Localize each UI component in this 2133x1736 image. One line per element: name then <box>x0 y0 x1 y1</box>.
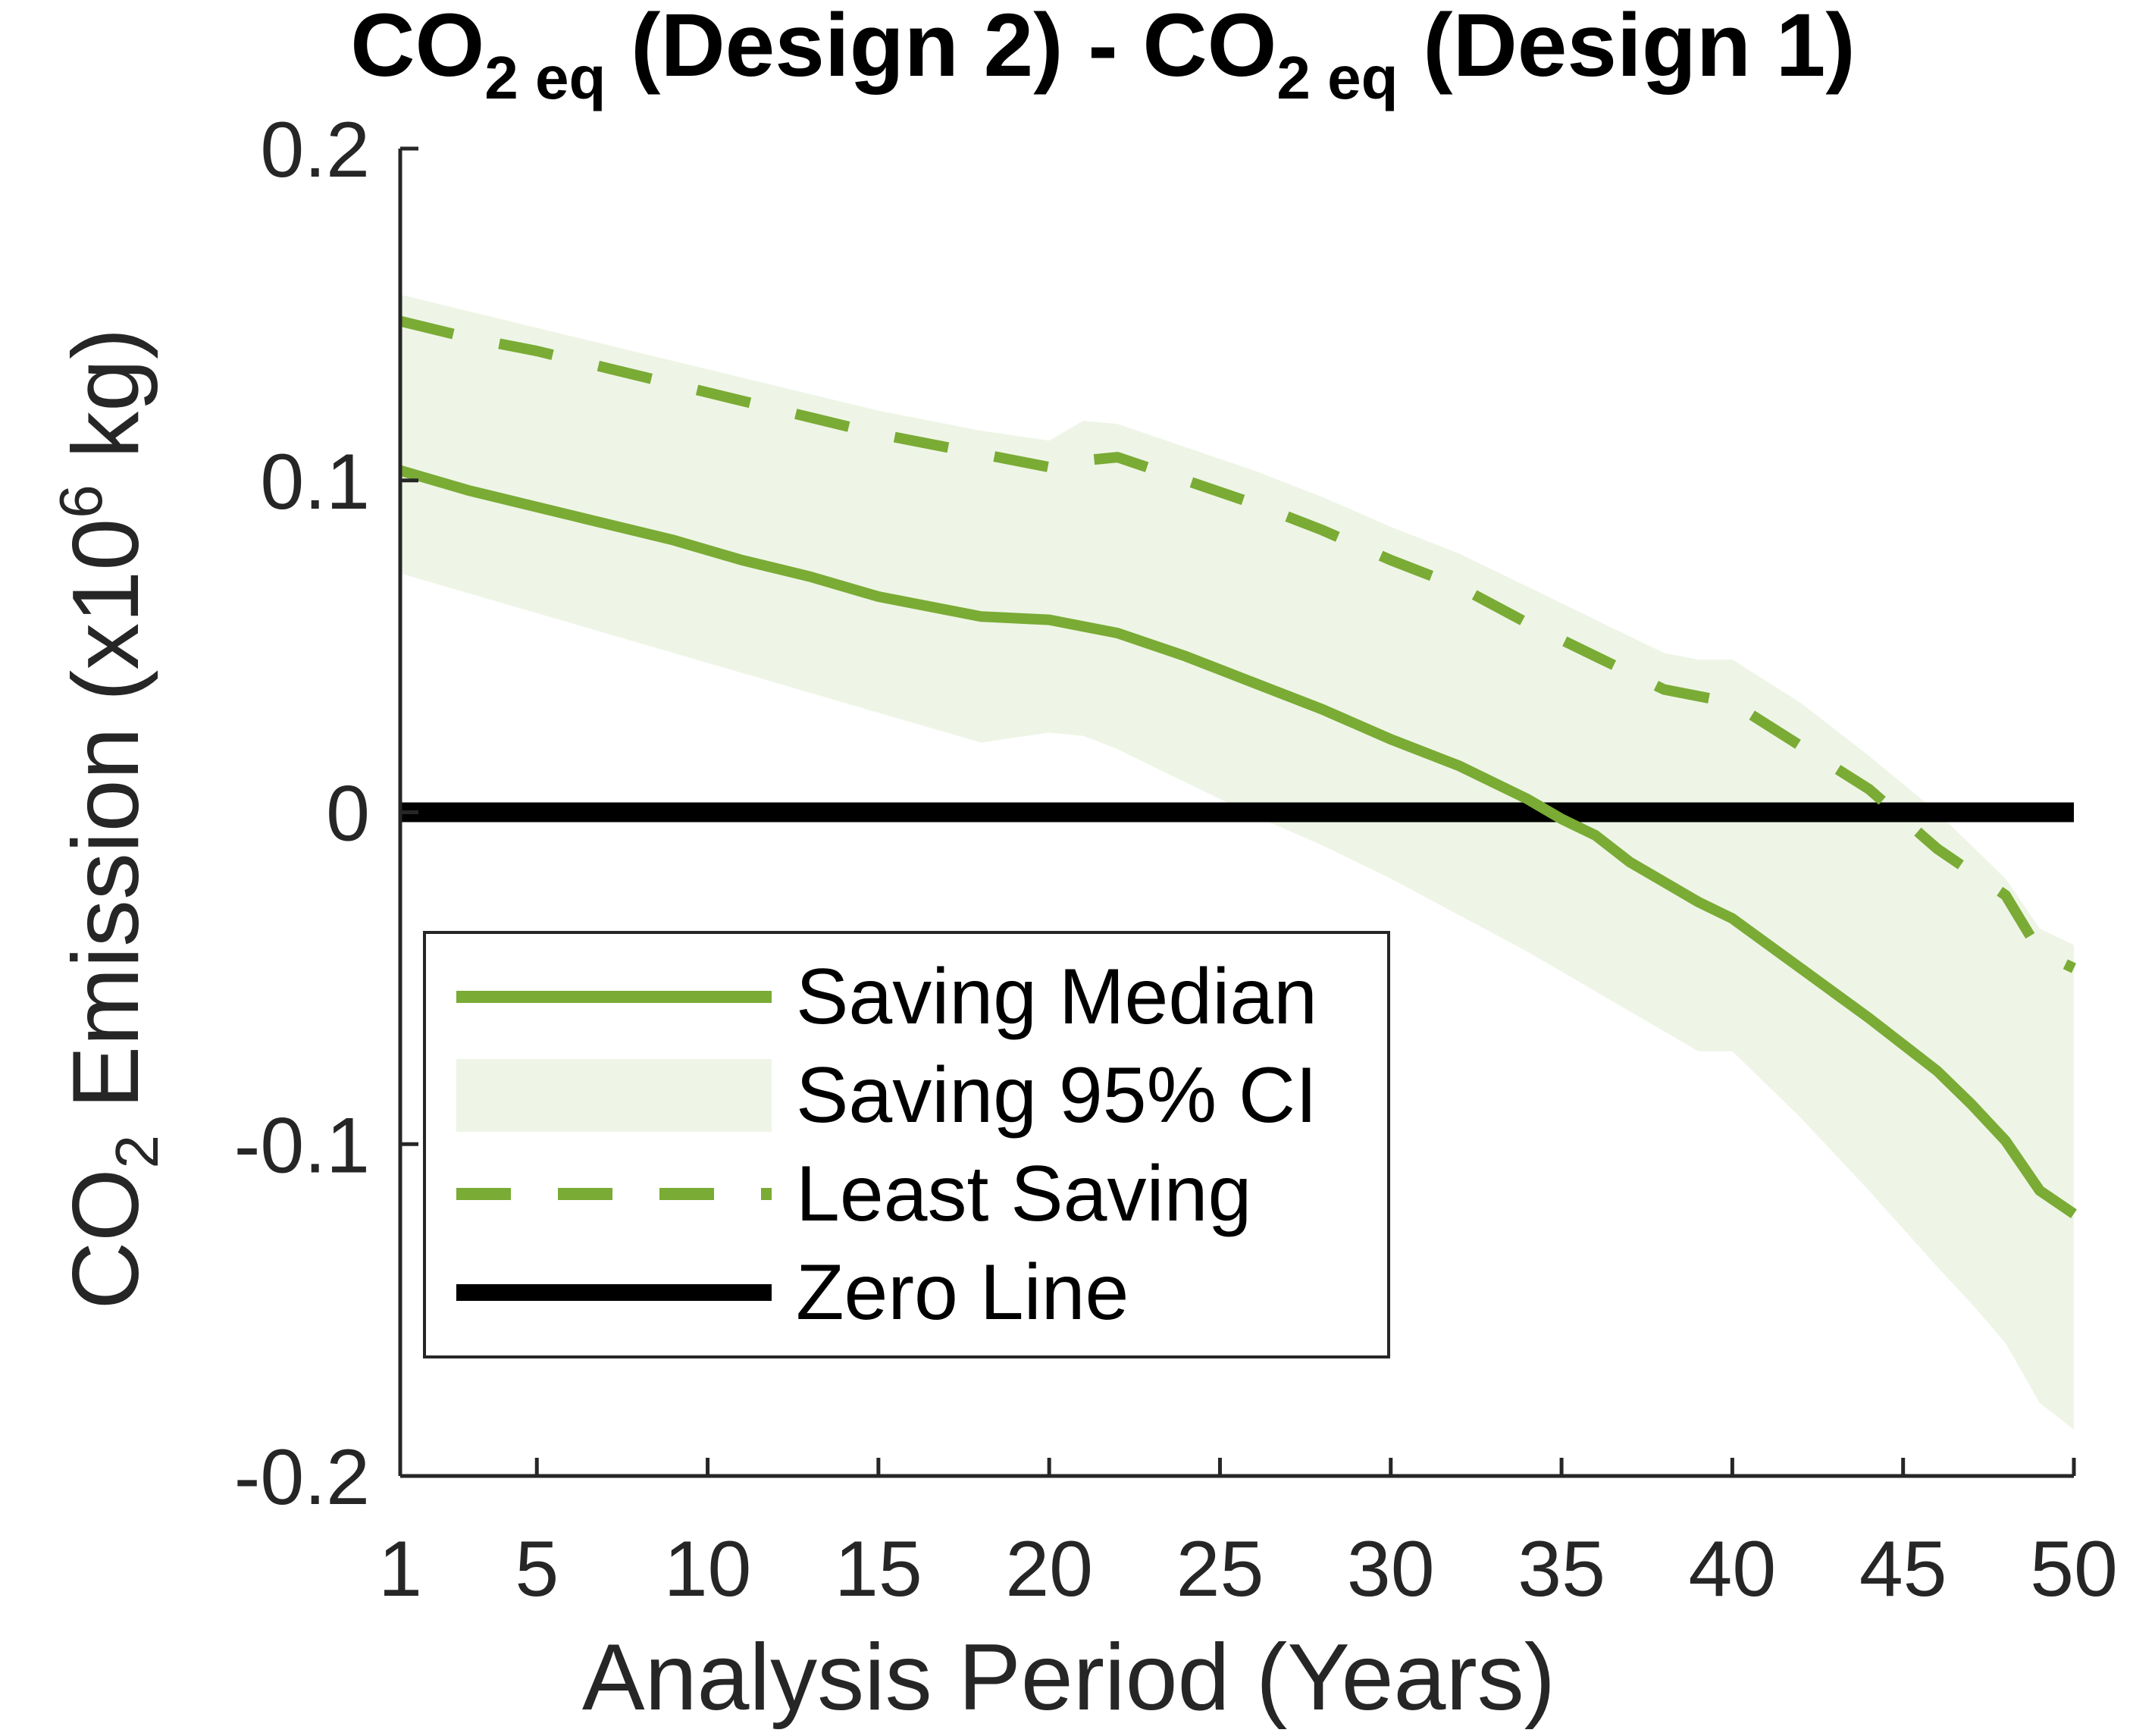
x-tick-label: 20 <box>1005 1525 1093 1613</box>
y-tick-label: 0.1 <box>260 438 370 526</box>
x-tick-label: 30 <box>1347 1525 1435 1613</box>
x-tick-label: 45 <box>1859 1525 1947 1613</box>
x-tick-label: 1 <box>378 1525 422 1613</box>
y-tick-label: -0.1 <box>234 1101 370 1189</box>
x-tick-label: 50 <box>2030 1525 2118 1613</box>
x-tick-label: 15 <box>835 1525 922 1613</box>
y-tick-label: 0 <box>326 770 370 858</box>
legend-label-least: Least Saving <box>796 1150 1251 1238</box>
x-tick-label: 10 <box>664 1525 752 1613</box>
legend-label-ci: Saving 95% CI <box>796 1051 1317 1139</box>
series-line-least-saving <box>399 315 2077 973</box>
x-tick-label: 35 <box>1518 1525 1605 1613</box>
y-tick-label: 0.2 <box>260 106 370 194</box>
series-layer <box>399 315 2077 1218</box>
y-tick-label: -0.2 <box>234 1434 370 1521</box>
chart-title: CO2 eq (Design 2) - CO2 eq (Design 1) <box>350 0 1855 111</box>
legend-label-median: Saving Median <box>796 953 1317 1041</box>
y-ticks: -0.2 -0.1 0 0.1 0.2 <box>234 106 418 1521</box>
series-line-saving-median <box>399 465 2077 1218</box>
legend-swatch-ci <box>456 1059 772 1132</box>
x-tick-label: 25 <box>1176 1525 1264 1613</box>
legend: Saving Median Saving 95% CI Least Saving… <box>423 931 1390 1358</box>
x-tick-label: 5 <box>515 1525 559 1613</box>
x-axis-title: Analysis Period (Years) <box>582 1625 1555 1730</box>
x-tick-label: 40 <box>1689 1525 1777 1613</box>
y-axis-title: CO2 Emission (x106 kg) <box>47 328 171 1310</box>
legend-label-zero: Zero Line <box>796 1249 1129 1336</box>
x-ticks: 1 5 10 15 20 25 30 35 40 45 50 <box>378 1458 2118 1613</box>
